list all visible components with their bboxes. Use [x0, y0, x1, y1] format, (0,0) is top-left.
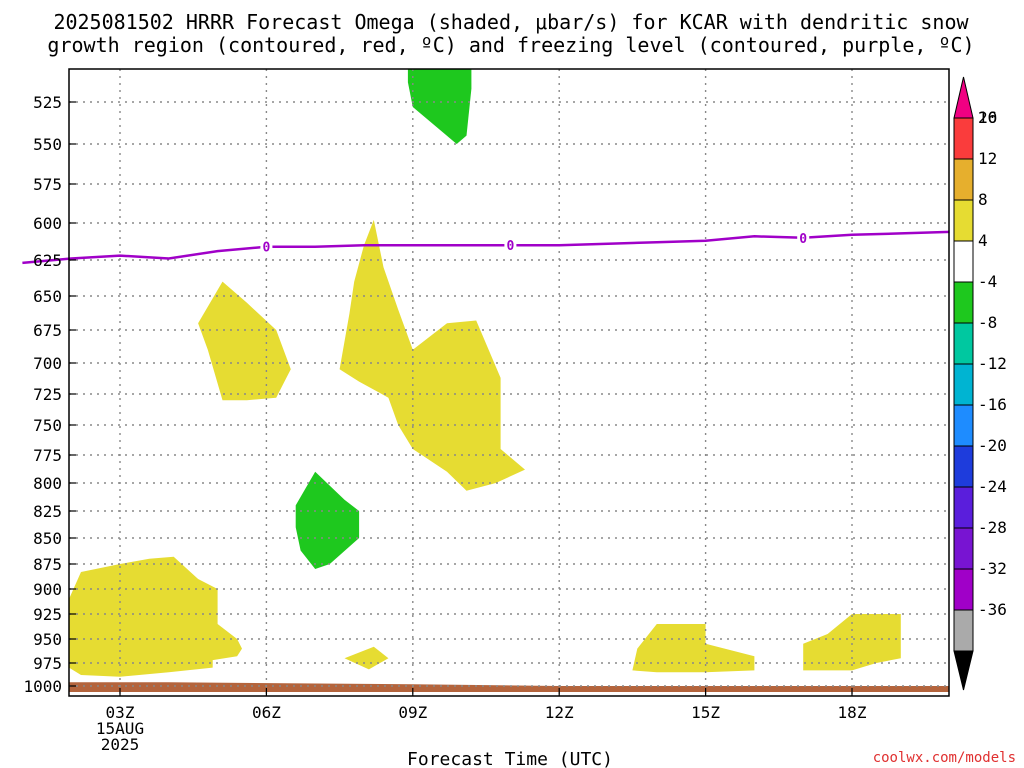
colorbar-label: 12 — [978, 149, 997, 168]
y-tick-label: 750 — [33, 416, 62, 435]
y-axis-ticks: 525 550 575 600 625 650 675 700 725 750 775 800 825 8… — [23, 93, 76, 696]
y-tick-label: 775 — [33, 446, 62, 465]
omega-negative-top — [407, 69, 472, 144]
colorbar-bin — [953, 609, 974, 652]
colorbar-label: -32 — [978, 559, 1007, 578]
freezing-level-line — [22, 230, 950, 265]
y-tick-label: 950 — [33, 630, 62, 649]
chart-title-line-2: growth region (contoured, red, ºC) and f… — [47, 33, 974, 57]
y-tick-label: 575 — [33, 175, 62, 194]
colorbar-label: 8 — [978, 190, 988, 209]
y-tick-label: 800 — [33, 474, 62, 493]
plot-area — [69, 69, 949, 692]
y-tick-label: 900 — [33, 580, 62, 599]
colorbar-bin — [953, 117, 974, 160]
colorbar-high-arrow — [953, 76, 974, 119]
y-tick-label: 700 — [33, 354, 62, 373]
freezing-level-label: 0 — [262, 241, 270, 256]
x-tick-label: 03Z — [106, 703, 135, 722]
colorbar-bin — [953, 322, 974, 365]
x-tick-label: 18Z — [838, 703, 867, 722]
y-tick-label: 875 — [33, 555, 62, 574]
omega-positive-lower-left — [69, 556, 242, 677]
freezing-level-label-bg — [797, 229, 810, 246]
colorbar-label: -4 — [978, 272, 997, 291]
y-tick-label: 650 — [33, 287, 62, 306]
x-tick-label: 15Z — [691, 703, 720, 722]
plot-frame — [68, 68, 950, 697]
y-tick-label: 600 — [33, 214, 62, 233]
colorbar-label: -28 — [978, 518, 1007, 537]
colorbar-bin — [953, 404, 974, 447]
colorbar-bin — [953, 568, 974, 611]
colorbar-bin — [953, 158, 974, 201]
omega-positive-small-center — [344, 646, 389, 670]
y-tick-label: 625 — [33, 251, 62, 270]
x-axis-title: Forecast Time (UTC) — [407, 749, 613, 768]
colorbar-bin — [953, 363, 974, 406]
colorbar-label: -8 — [978, 313, 997, 332]
y-tick-label: 850 — [33, 529, 62, 548]
chart-title: 2025081502 HRRR Forecast Omega (shaded, … — [47, 10, 974, 57]
y-tick-label: 550 — [33, 135, 62, 154]
freezing-level-label: 0 — [799, 232, 807, 247]
omega-positive-lower-right-1 — [632, 624, 755, 673]
y-tick-label: 925 — [33, 605, 62, 624]
x-tick-label: 12Z — [545, 703, 574, 722]
y-tick-label: 675 — [33, 321, 62, 340]
colorbar-label: 16 — [978, 108, 997, 127]
y-tick-label: 725 — [33, 385, 62, 404]
colorbar-bin — [953, 281, 974, 324]
chart-title-line-1: 2025081502 HRRR Forecast Omega (shaded, … — [53, 10, 969, 34]
y-tick-label: 825 — [33, 502, 62, 521]
plot-border — [68, 68, 950, 697]
x-tick-label: 06Z — [252, 703, 281, 722]
colorbar-bin — [953, 486, 974, 529]
colorbar-label: -16 — [978, 395, 1007, 414]
credit-link[interactable]: coolwx.com/models — [873, 750, 1016, 766]
y-tick-label: 1000 — [23, 677, 62, 696]
colorbar-label: -20 — [978, 436, 1007, 455]
freezing-level-label-bg — [504, 237, 517, 254]
y-tick-label: 975 — [33, 654, 62, 673]
colorbar-bin — [953, 240, 974, 283]
colorbar-bin — [953, 199, 974, 242]
x-tick-label: 09Z — [398, 703, 427, 722]
omega-negative-mid — [295, 471, 360, 569]
terrain-surface — [69, 682, 949, 692]
x-tick-label: 15AUG — [96, 719, 144, 738]
omega-positive-upper-left — [198, 281, 291, 401]
colorbar-low-arrow — [953, 650, 974, 691]
omega-positive-upper-center — [339, 219, 525, 491]
y-tick-label: 525 — [33, 93, 62, 112]
freezing-level-contour: 0 0 0 — [22, 229, 950, 265]
colorbar-bin — [953, 527, 974, 570]
x-tick-label: 2025 — [101, 735, 140, 754]
colorbar-label: -24 — [978, 477, 1007, 496]
colorbar-label: 4 — [978, 231, 988, 250]
omega-positive-lower-right-2 — [803, 614, 901, 671]
colorbar-label: -36 — [978, 600, 1007, 619]
colorbar-bin — [953, 445, 974, 488]
freezing-level-label-bg — [260, 238, 273, 255]
freezing-level-label: 0 — [506, 239, 514, 254]
colorbar-label: 20 — [978, 108, 997, 127]
colorbar-label: -12 — [978, 354, 1007, 373]
